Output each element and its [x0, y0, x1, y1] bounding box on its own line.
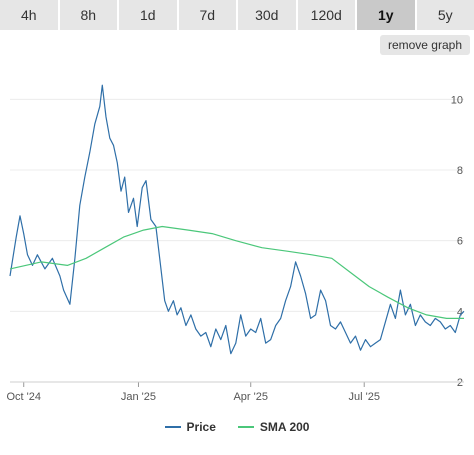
y-tick-label-2: 2 — [457, 377, 463, 389]
y-tick-label-4: 4 — [457, 306, 463, 318]
x-tick-label-3: Jul '25 — [348, 391, 379, 403]
sma-line-swatch — [237, 426, 254, 428]
tab-1d[interactable]: 1d — [119, 0, 177, 30]
tab-4h[interactable]: 4h — [0, 0, 58, 30]
tab-30d[interactable]: 30d — [238, 0, 296, 30]
legend-label-sma: SMA 200 — [259, 420, 310, 434]
x-tick-label-1: Jan '25 — [121, 391, 156, 403]
tab-7d[interactable]: 7d — [178, 0, 236, 30]
sma-200-line — [9, 225, 464, 319]
y-tick-label-10: 10 — [451, 94, 463, 106]
legend-item-price[interactable]: Price — [164, 420, 216, 434]
tab-8h[interactable]: 8h — [59, 0, 117, 30]
x-tick-label-0: Oct '24 — [6, 391, 41, 403]
price-line-swatch — [164, 426, 181, 428]
tab-120d[interactable]: 120d — [297, 0, 355, 30]
price-line — [9, 84, 465, 355]
y-tick-label-6: 6 — [457, 236, 463, 248]
tab-1y[interactable]: 1y — [357, 0, 415, 30]
y-tick-label-8: 8 — [457, 165, 463, 177]
timeframe-tabs: 4h 8h 1d 7d 30d 120d 1y 5y — [0, 0, 474, 30]
chart-legend: Price SMA 200 — [0, 420, 474, 434]
remove-graph-button[interactable]: remove graph — [379, 35, 470, 55]
legend-label-price: Price — [186, 420, 216, 434]
tab-5y[interactable]: 5y — [416, 0, 474, 30]
legend-item-sma[interactable]: SMA 200 — [237, 420, 310, 434]
x-tick-label-2: Apr '25 — [233, 391, 268, 403]
price-chart: 2 4 6 8 10 Oct '24 Jan '25 Apr '25 Jul '25 — [6, 84, 465, 403]
